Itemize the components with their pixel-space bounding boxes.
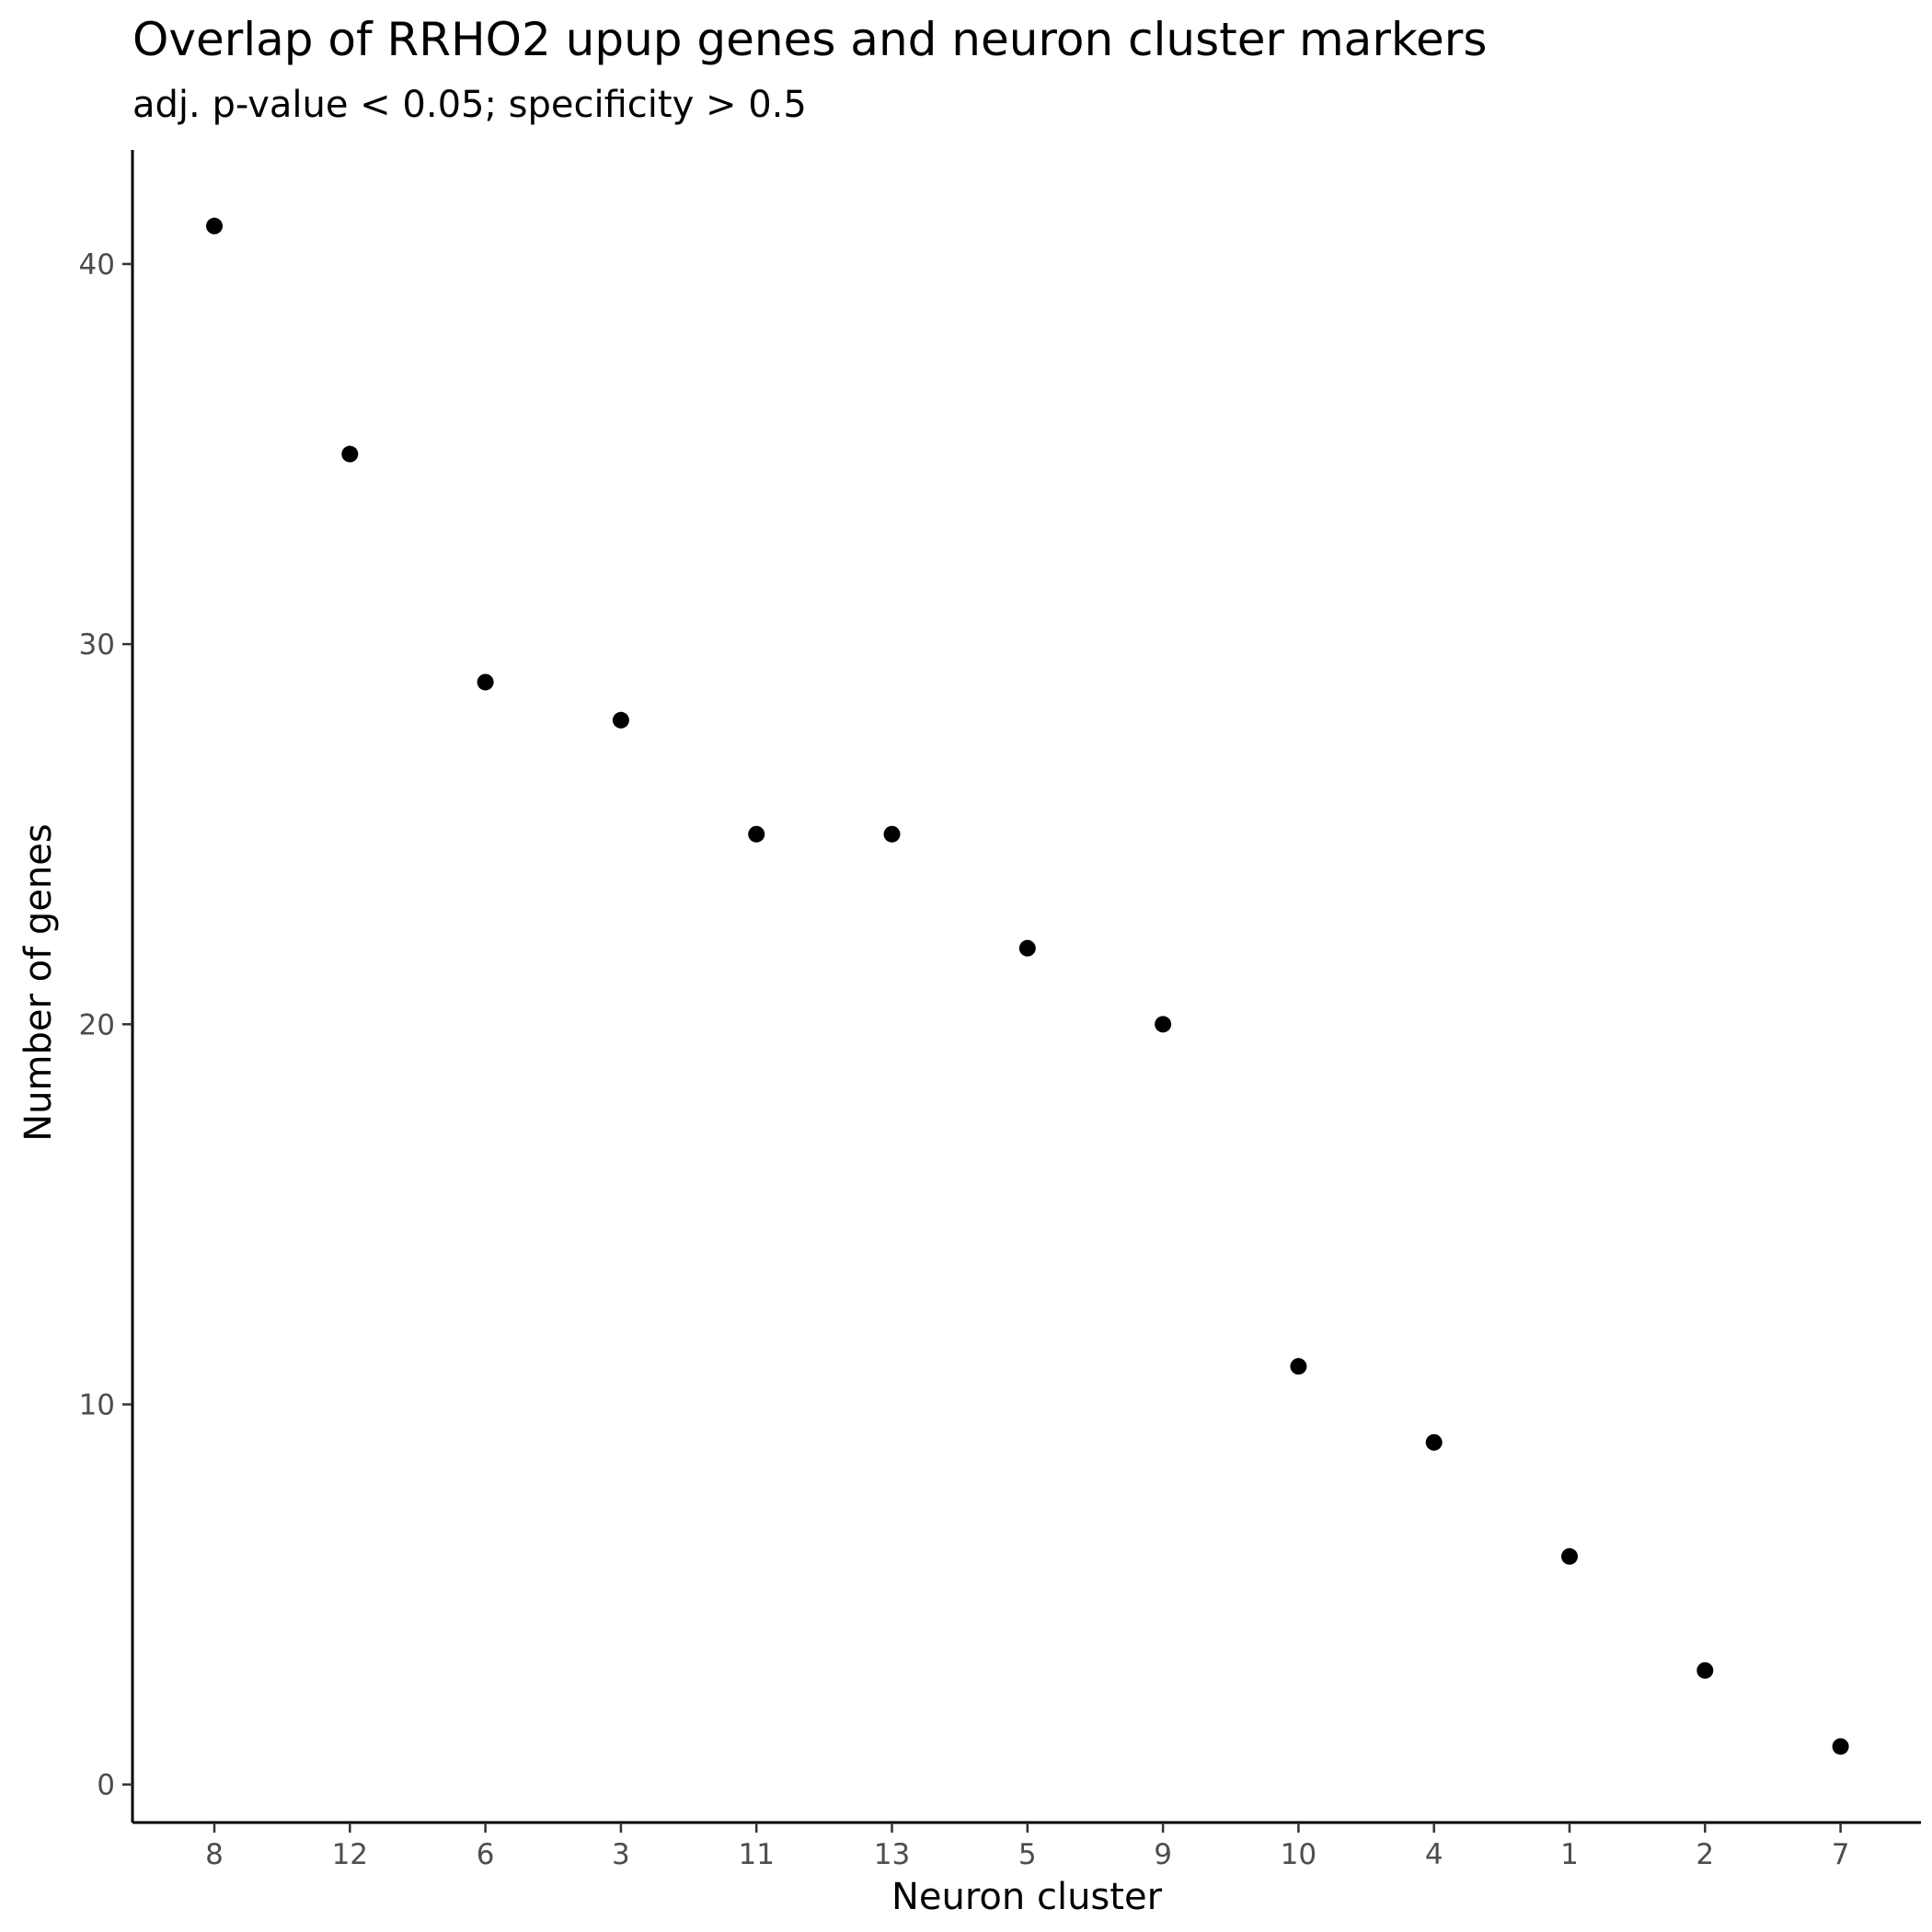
x-tick-label: 3: [612, 1838, 630, 1871]
x-tick-label: 1: [1560, 1838, 1579, 1871]
x-axis: 8 12 6 3 11 13 5 9 10 4 1 2 7: [132, 1821, 1921, 1871]
y-tick-label: 20: [79, 1008, 115, 1041]
x-tick-label: 4: [1425, 1838, 1443, 1871]
data-point: [341, 445, 359, 463]
x-tick-label: 2: [1696, 1838, 1714, 1871]
x-tick-label: 11: [738, 1838, 774, 1871]
data-point: [612, 711, 629, 729]
data-point: [1696, 1662, 1714, 1679]
y-tick-label: 40: [79, 248, 115, 282]
x-tick-label: 7: [1832, 1838, 1850, 1871]
data-point: [883, 825, 901, 843]
y-axis: 0 10 20 30 40: [79, 150, 134, 1823]
y-tick-label: 30: [79, 628, 115, 661]
data-point: [1155, 1016, 1172, 1033]
data-point: [1018, 939, 1036, 957]
data-point: [1425, 1433, 1443, 1451]
data-point: [1832, 1738, 1849, 1755]
data-point: [748, 825, 765, 843]
x-tick-label: 8: [205, 1838, 224, 1871]
chart-title: Overlap of RRHO2 upup genes and neuron c…: [132, 13, 1487, 66]
x-tick-label: 10: [1281, 1838, 1317, 1871]
data-point: [1561, 1547, 1578, 1565]
x-tick-label: 13: [874, 1838, 910, 1871]
x-tick-label: 6: [477, 1838, 495, 1871]
data-point: [1290, 1358, 1307, 1375]
data-point: [477, 673, 494, 691]
data-points: [206, 217, 1849, 1755]
x-tick-label: 5: [1018, 1838, 1037, 1871]
y-axis-title: Number of genes: [17, 823, 60, 1141]
x-axis-title: Neuron cluster: [891, 1876, 1163, 1918]
chart-subtitle: adj. p-value < 0.05; specificity > 0.5: [132, 84, 807, 126]
y-tick-label: 0: [97, 1769, 115, 1802]
data-point: [206, 217, 223, 235]
x-tick-label: 9: [1154, 1838, 1172, 1871]
y-tick-label: 10: [79, 1389, 115, 1422]
x-tick-label: 12: [332, 1838, 368, 1871]
